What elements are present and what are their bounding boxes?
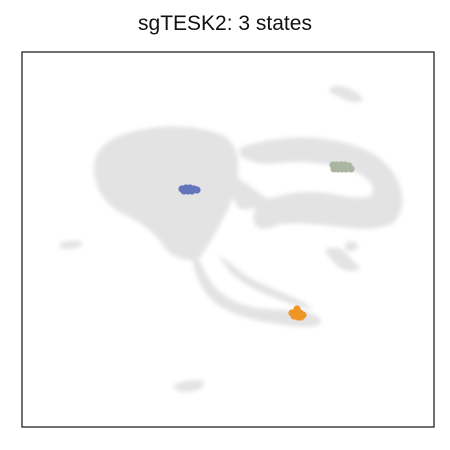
state-1-point — [188, 187, 196, 195]
state-2-point — [342, 165, 350, 173]
background-cells — [59, 85, 403, 392]
chart-title: sgTESK2: 3 states — [138, 12, 312, 35]
highlighted-cell-states — [178, 161, 355, 321]
state-3-points — [288, 305, 307, 321]
state-2-points — [329, 161, 355, 173]
state-2-point — [347, 165, 355, 173]
plot-frame — [21, 51, 435, 428]
state-3-point — [293, 305, 301, 313]
state-3-point — [297, 313, 305, 321]
state-1-points — [178, 184, 201, 195]
